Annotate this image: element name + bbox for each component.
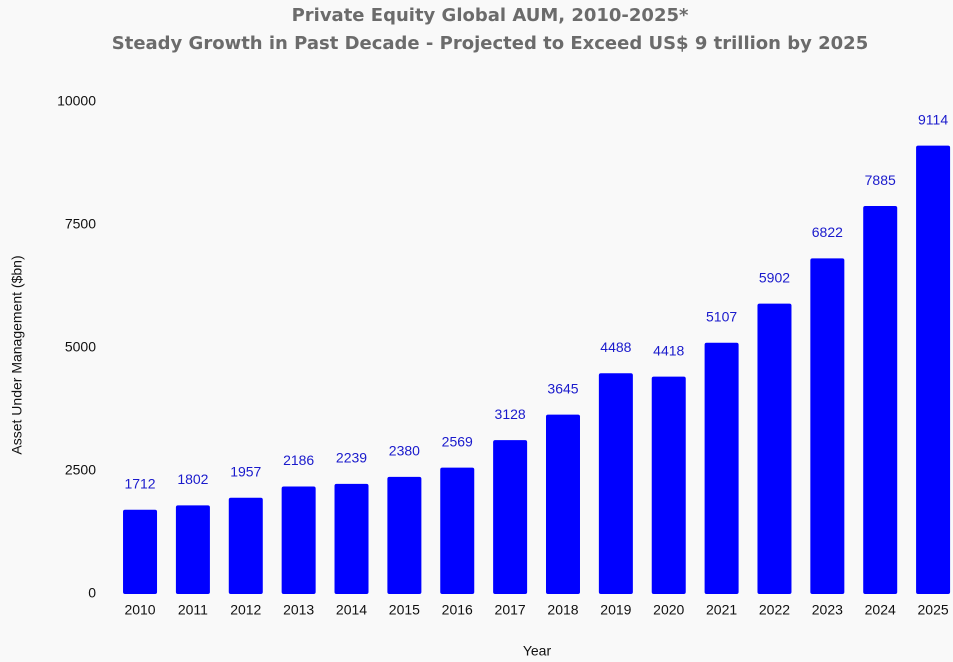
value-label: 6822 (812, 224, 843, 240)
value-label: 9114 (918, 111, 948, 127)
bar (334, 483, 369, 594)
bar (545, 414, 580, 594)
value-label: 2186 (283, 452, 314, 468)
y-tick-label: 2500 (65, 462, 96, 478)
bar (123, 509, 158, 594)
value-label: 2239 (336, 450, 367, 466)
bar (175, 505, 210, 594)
bar (387, 476, 422, 594)
value-label: 5902 (759, 269, 790, 285)
x-tick-label: 2022 (759, 602, 790, 618)
value-label: 1712 (124, 475, 155, 491)
bar (757, 303, 792, 594)
value-label: 5107 (706, 308, 737, 324)
chart-title: Private Equity Global AUM, 2010-2025* (292, 5, 689, 26)
bar (228, 497, 263, 594)
y-tick-label: 5000 (65, 339, 96, 355)
x-tick-label: 2010 (124, 602, 155, 618)
x-tick-label: 2013 (283, 602, 314, 618)
bar (916, 145, 951, 595)
x-tick-label: 2025 (918, 602, 949, 618)
value-label: 2380 (389, 443, 420, 459)
value-label: 7885 (865, 172, 896, 188)
chart-subtitle: Steady Growth in Past Decade - Projected… (112, 33, 868, 54)
x-tick-label: 2023 (812, 602, 843, 618)
x-tick-label: 2024 (865, 602, 896, 618)
value-label: 2569 (442, 433, 473, 449)
y-tick-label: 7500 (65, 216, 96, 232)
x-axis-label: Year (523, 643, 552, 659)
x-tick-label: 2021 (706, 602, 737, 618)
value-label: 3645 (547, 380, 578, 396)
value-label: 1957 (230, 463, 261, 479)
x-tick-label: 2017 (495, 602, 526, 618)
x-tick-label: 2014 (336, 602, 367, 618)
bar (493, 440, 528, 594)
x-tick-label: 2011 (178, 602, 208, 618)
bar (810, 258, 845, 594)
bar (863, 206, 898, 595)
value-label: 4418 (653, 342, 684, 358)
bar (281, 486, 316, 594)
y-tick-label: 0 (88, 585, 96, 601)
y-tick-label: 10000 (57, 93, 96, 109)
value-label: 4488 (600, 339, 631, 355)
x-tick-label: 2015 (389, 602, 420, 618)
x-tick-label: 2016 (442, 602, 473, 618)
x-tick-label: 2018 (547, 602, 578, 618)
x-tick-label: 2019 (600, 602, 631, 618)
value-label: 3128 (495, 406, 526, 422)
bar (651, 376, 686, 594)
x-tick-label: 2012 (230, 602, 261, 618)
y-axis-label: Asset Under Management ($bn) (9, 255, 25, 454)
bar (598, 373, 633, 594)
value-label: 1802 (177, 471, 208, 487)
bar (440, 467, 475, 594)
bar (704, 342, 739, 594)
x-tick-label: 2020 (653, 602, 684, 618)
